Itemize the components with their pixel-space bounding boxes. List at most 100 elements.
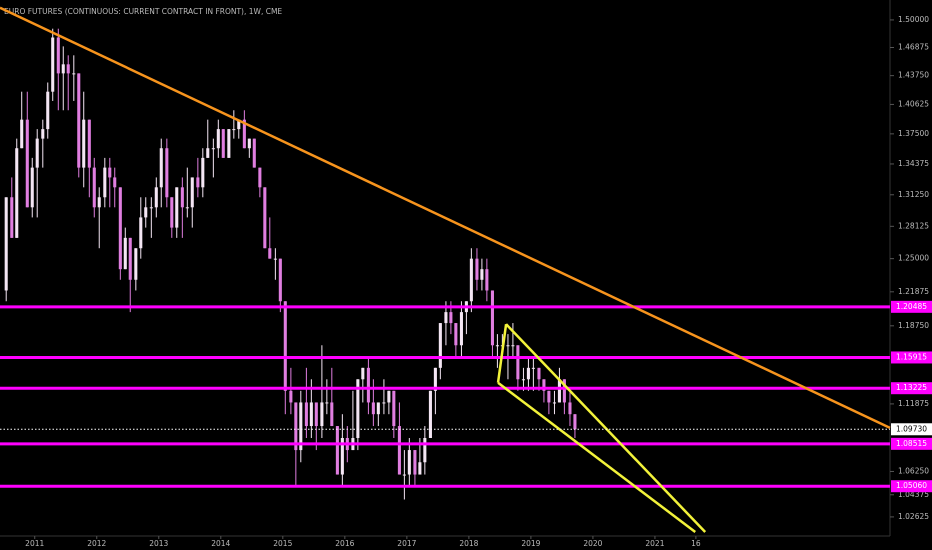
candle-body — [330, 402, 334, 427]
x-tick-label: 2019 — [521, 539, 540, 548]
candle-body — [159, 148, 163, 188]
candle-body — [35, 138, 39, 168]
candle-body — [237, 119, 241, 130]
candle-body — [154, 187, 158, 208]
trend-line — [496, 323, 508, 383]
candle-body — [335, 426, 339, 475]
level-label: 1.08515 — [896, 439, 927, 448]
candle-body — [175, 187, 179, 228]
candle-body — [20, 119, 24, 149]
candle-body — [506, 345, 510, 347]
candle-body — [516, 345, 520, 380]
candle-body — [72, 73, 76, 75]
candle-body — [568, 402, 572, 415]
candle-body — [139, 217, 143, 249]
candle-body — [144, 207, 148, 218]
candle-body — [221, 129, 225, 158]
level-label: 1.13225 — [896, 383, 927, 392]
candle-body — [526, 367, 530, 380]
candle-body — [423, 438, 427, 463]
candle-body — [573, 414, 577, 430]
candle-body — [10, 197, 14, 238]
candle-body — [289, 390, 293, 403]
candle-body — [278, 258, 282, 302]
candle-body — [542, 379, 546, 391]
candle-body — [299, 402, 303, 451]
candle-body — [552, 402, 557, 404]
y-tick-label: 1.04375 — [898, 490, 929, 499]
candle-body — [201, 157, 205, 188]
trend-line — [0, 6, 891, 429]
candle-body — [92, 167, 96, 208]
candle-body — [340, 438, 344, 475]
candle-body — [4, 197, 8, 291]
x-tick-label: 16 — [691, 539, 701, 548]
candle-body — [46, 91, 50, 130]
candle-body — [537, 367, 541, 380]
candle-body — [268, 248, 272, 259]
candle-body — [82, 119, 86, 168]
candle-body — [247, 138, 251, 149]
x-tick-label: 2011 — [25, 539, 44, 548]
candle-body — [304, 402, 308, 427]
candle-body — [113, 177, 117, 188]
trend-line — [497, 381, 697, 533]
level-label-box — [891, 382, 932, 395]
candle-body — [190, 177, 194, 208]
candle-body — [232, 129, 236, 131]
candle-body — [320, 402, 324, 427]
candle-body — [376, 402, 380, 415]
candle-body — [66, 64, 70, 74]
candle-body — [273, 258, 277, 260]
candle-body — [97, 197, 101, 208]
candle-body — [30, 167, 34, 208]
candle-body — [413, 450, 417, 475]
candle-body — [521, 379, 525, 381]
chart-title: EURO FUTURES (CONTINUOUS: CURRENT CONTRA… — [4, 7, 282, 16]
candle-body — [196, 177, 200, 188]
candle-body — [51, 37, 55, 92]
y-tick-label: 1.21875 — [898, 287, 929, 296]
candle-body — [170, 197, 174, 228]
candle-body — [128, 237, 132, 280]
candle-body — [459, 312, 463, 346]
y-tick-label: 1.18750 — [898, 321, 929, 330]
candle-body — [165, 148, 169, 198]
candle-body — [242, 119, 246, 149]
candle-body — [56, 37, 60, 74]
x-tick-label: 2021 — [645, 539, 664, 548]
candle-body — [475, 258, 479, 280]
candle-body — [356, 379, 360, 439]
level-label: 1.05060 — [896, 481, 927, 490]
candle-body — [185, 207, 189, 209]
candle-body — [180, 187, 184, 208]
candle-body — [438, 323, 442, 368]
candle-body — [77, 73, 81, 168]
y-tick-label: 1.34375 — [898, 159, 929, 168]
level-label: 1.20485 — [896, 302, 927, 311]
candle-body — [490, 290, 494, 346]
level-label-box — [891, 480, 932, 493]
candle-body — [433, 367, 437, 391]
candle-body — [252, 138, 256, 168]
x-tick-label: 2014 — [211, 539, 230, 548]
candle-body — [25, 119, 29, 208]
x-tick-label: 2017 — [397, 539, 416, 548]
candle-body — [531, 367, 535, 369]
candle-body — [366, 367, 370, 403]
level-label-box — [891, 351, 932, 364]
candle-body — [382, 402, 386, 404]
x-tick-label: 2013 — [149, 539, 168, 548]
candle-body — [495, 345, 499, 347]
candle-body — [454, 323, 458, 346]
candle-body — [485, 269, 489, 291]
candle-body — [314, 402, 318, 427]
candle-body — [263, 187, 267, 249]
candle-body — [511, 345, 515, 347]
y-tick-label: 1.40625 — [898, 99, 929, 108]
candle-body — [547, 390, 551, 403]
y-tick-label: 1.11875 — [898, 399, 929, 408]
